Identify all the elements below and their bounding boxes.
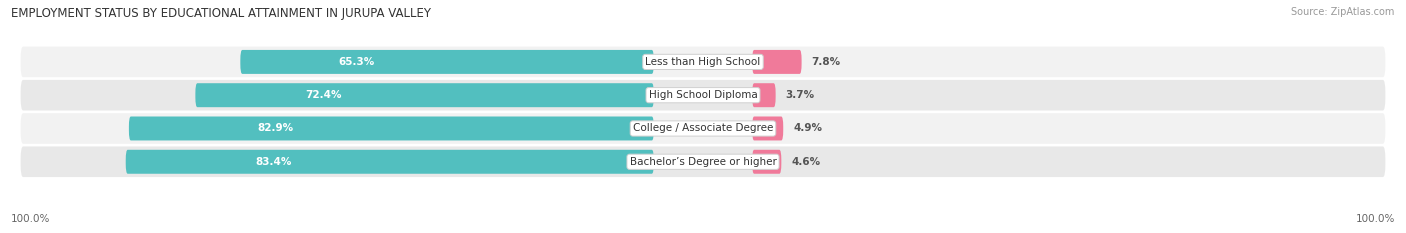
Text: College / Associate Degree: College / Associate Degree [633,123,773,134]
FancyBboxPatch shape [240,50,654,74]
FancyBboxPatch shape [21,113,1385,144]
Text: 100.0%: 100.0% [11,214,51,224]
FancyBboxPatch shape [752,116,783,140]
Text: 82.9%: 82.9% [257,123,294,134]
Text: EMPLOYMENT STATUS BY EDUCATIONAL ATTAINMENT IN JURUPA VALLEY: EMPLOYMENT STATUS BY EDUCATIONAL ATTAINM… [11,7,432,20]
Text: 4.9%: 4.9% [793,123,823,134]
Text: Source: ZipAtlas.com: Source: ZipAtlas.com [1291,7,1395,17]
FancyBboxPatch shape [21,80,1385,110]
FancyBboxPatch shape [752,83,776,107]
Text: 7.8%: 7.8% [811,57,841,67]
Text: 4.6%: 4.6% [792,157,820,167]
FancyBboxPatch shape [21,147,1385,177]
FancyBboxPatch shape [129,116,654,140]
Text: Less than High School: Less than High School [645,57,761,67]
FancyBboxPatch shape [195,83,654,107]
Legend: In Labor Force, Unemployed: In Labor Force, Unemployed [612,231,794,233]
FancyBboxPatch shape [21,47,1385,77]
Text: 100.0%: 100.0% [1355,214,1395,224]
FancyBboxPatch shape [125,150,654,174]
Text: High School Diploma: High School Diploma [648,90,758,100]
FancyBboxPatch shape [752,150,782,174]
Text: 3.7%: 3.7% [786,90,814,100]
Text: 83.4%: 83.4% [256,157,292,167]
Text: 65.3%: 65.3% [337,57,374,67]
FancyBboxPatch shape [752,50,801,74]
Text: Bachelor’s Degree or higher: Bachelor’s Degree or higher [630,157,776,167]
Text: 72.4%: 72.4% [305,90,342,100]
